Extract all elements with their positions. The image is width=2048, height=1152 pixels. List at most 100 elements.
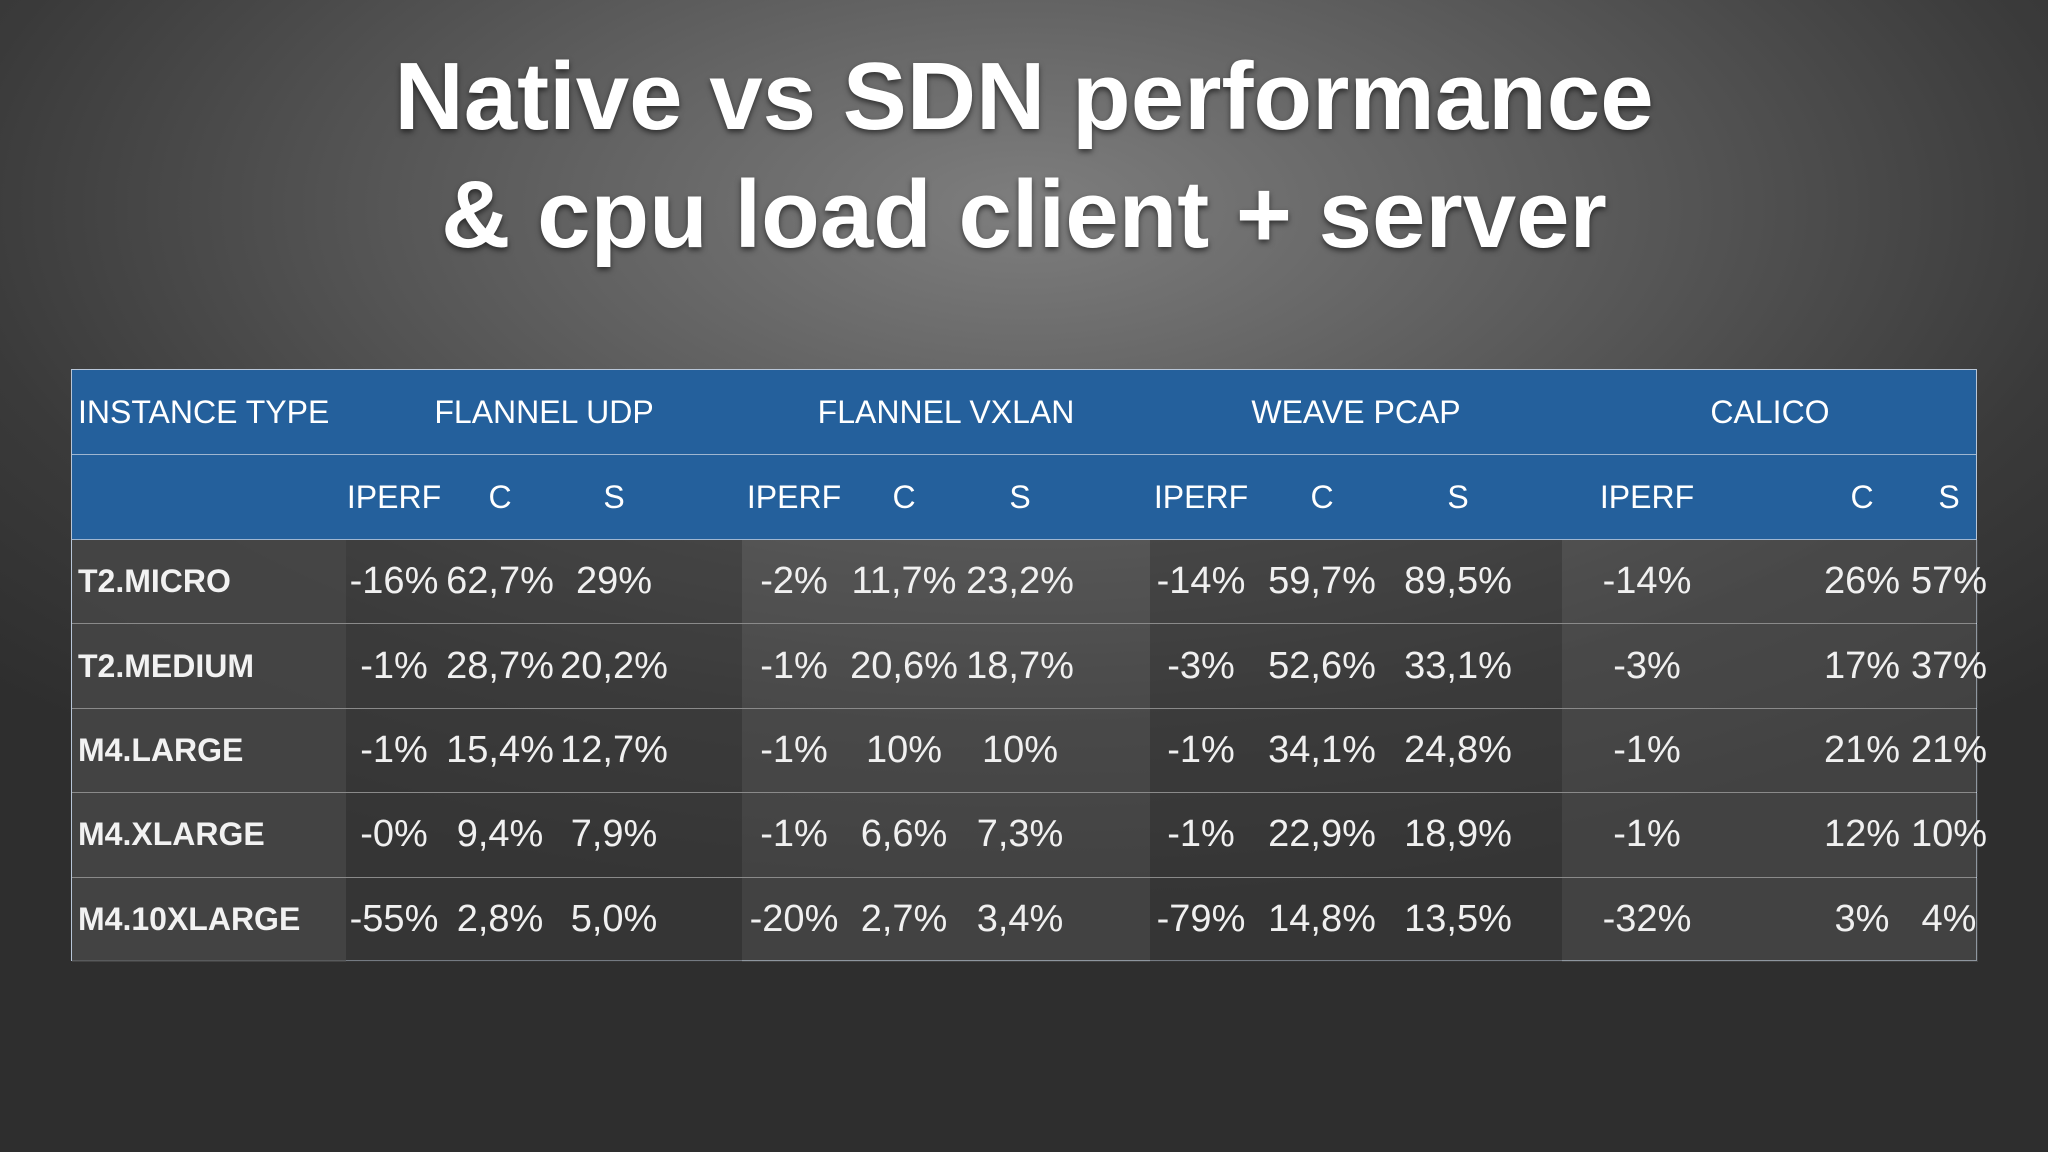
cell-flannel-udp-c: 62,7% — [446, 560, 554, 603]
cell-flannel-vxlan-iperf: -1% — [760, 644, 828, 687]
cell-flannel-udp-s: 20,2% — [560, 644, 668, 687]
cell-weave-pcap-iperf: -1% — [1167, 728, 1235, 771]
subheader-weave-pcap-s: S — [1447, 478, 1469, 515]
cell-flannel-vxlan-c: 6,6% — [860, 813, 948, 856]
group-background-weave-pcap — [1150, 624, 1562, 708]
group-header-weave-pcap: WEAVE PCAP — [1251, 393, 1461, 430]
group-background-calico — [1562, 708, 1978, 793]
group-background-weave-pcap — [1150, 540, 1562, 624]
cell-calico-c: 17% — [1823, 644, 1901, 687]
group-background-flannel-udp — [346, 708, 742, 793]
group-background-weave-pcap — [1150, 793, 1562, 877]
subheader-calico-s: S — [1938, 478, 1960, 515]
subheader-flannel-vxlan-s: S — [1009, 478, 1031, 515]
cell-flannel-vxlan-s: 7,3% — [976, 813, 1064, 856]
group-background-flannel-vxlan — [742, 540, 1150, 624]
group-background-flannel-udp — [346, 540, 742, 624]
row-label-background — [72, 624, 346, 708]
cell-calico-iperf: -1% — [1613, 813, 1681, 856]
group-header-flannel-vxlan: FLANNEL VXLAN — [817, 393, 1075, 430]
cell-flannel-vxlan-s: 10% — [981, 728, 1059, 771]
subheader-flannel-vxlan-c: C — [892, 478, 916, 515]
cell-flannel-vxlan-s: 23,2% — [966, 560, 1074, 603]
cell-flannel-udp-iperf: -16% — [349, 560, 439, 603]
group-background-calico — [1562, 793, 1978, 877]
cell-weave-pcap-s: 13,5% — [1404, 898, 1512, 941]
group-background-flannel-udp — [346, 877, 742, 962]
subheader-calico-iperf: IPERF — [1599, 478, 1695, 515]
cell-calico-c: 21% — [1823, 728, 1901, 771]
cell-flannel-udp-iperf: -55% — [349, 898, 439, 941]
cell-calico-c: 12% — [1823, 813, 1901, 856]
row-label-instance-type: M4.LARGE — [78, 731, 244, 768]
cell-flannel-vxlan-c: 10% — [865, 728, 943, 771]
cell-weave-pcap-c: 22,9% — [1268, 813, 1376, 856]
group-header-flannel-udp: FLANNEL UDP — [434, 393, 654, 430]
table-row: M4.XLARGE -0% 9,4% 7,9% -1% 6,6% 7,3% -1% 22,9% 1… — [72, 793, 1988, 878]
group-background-flannel-vxlan — [742, 624, 1150, 708]
subheader-flannel-udp-s: S — [603, 478, 625, 515]
cell-calico-s: 37% — [1910, 644, 1988, 687]
group-background-flannel-vxlan — [742, 793, 1150, 877]
cell-weave-pcap-iperf: -14% — [1156, 560, 1246, 603]
cell-flannel-udp-s: 5,0% — [570, 898, 658, 941]
row-label-instance-type: T2.MICRO — [78, 563, 231, 600]
cell-weave-pcap-s: 89,5% — [1404, 560, 1512, 603]
cell-flannel-udp-c: 15,4% — [446, 728, 554, 771]
cell-weave-pcap-s: 18,9% — [1404, 813, 1512, 856]
row-label-instance-type: T2.MEDIUM — [78, 647, 254, 684]
cell-calico-iperf: -32% — [1602, 898, 1692, 941]
subheader-flannel-vxlan-iperf: IPERF — [746, 478, 842, 515]
cell-calico-iperf: -14% — [1602, 560, 1692, 603]
group-background-calico — [1562, 540, 1978, 624]
row-label-background — [72, 540, 346, 624]
row-label-background — [72, 708, 346, 793]
subheader-weave-pcap-c: C — [1310, 478, 1334, 515]
cell-flannel-udp-iperf: -1% — [360, 644, 428, 687]
table-row: M4.LARGE -1% 15,4% 12,7% -1% 10% 10% -1% 34,1% 24… — [72, 708, 1987, 794]
cell-weave-pcap-c: 52,6% — [1268, 644, 1376, 687]
cell-weave-pcap-c: 34,1% — [1268, 728, 1376, 771]
row-label-background — [72, 877, 346, 962]
cell-flannel-udp-s: 7,9% — [570, 813, 658, 856]
cell-flannel-udp-s: 29% — [575, 560, 653, 603]
cell-calico-iperf: -1% — [1613, 728, 1681, 771]
cell-weave-pcap-s: 24,8% — [1404, 728, 1512, 771]
group-background-weave-pcap — [1150, 708, 1562, 793]
cell-flannel-udp-iperf: -0% — [360, 813, 428, 856]
cell-calico-s: 57% — [1910, 560, 1988, 603]
table-subheader-row: IPERF C S IPERF C S IPERF C S IPERF C S — [72, 455, 1976, 540]
cell-weave-pcap-c: 59,7% — [1268, 560, 1376, 603]
subheader-calico-c: C — [1850, 478, 1874, 515]
cell-calico-s: 10% — [1910, 813, 1988, 856]
cell-flannel-vxlan-s: 3,4% — [976, 898, 1064, 941]
cell-calico-s: 4% — [1921, 898, 1977, 941]
cell-calico-c: 26% — [1823, 560, 1901, 603]
cell-flannel-vxlan-iperf: -2% — [760, 560, 828, 603]
cell-flannel-vxlan-iperf: -1% — [760, 728, 828, 771]
group-header-calico: CALICO — [1710, 393, 1830, 430]
row-label-instance-type: M4.10XLARGE — [78, 901, 301, 938]
group-background-calico — [1562, 877, 1978, 962]
table-row: T2.MEDIUM -1% 28,7% 20,2% -1% 20,6% 18,7% -3% 52… — [72, 624, 1988, 709]
cell-weave-pcap-iperf: -79% — [1156, 898, 1246, 941]
cell-calico-iperf: -3% — [1613, 644, 1681, 687]
cell-flannel-udp-iperf: -1% — [360, 728, 428, 771]
subheader-flannel-udp-c: C — [488, 478, 512, 515]
cell-flannel-udp-c: 9,4% — [456, 813, 544, 856]
cell-flannel-udp-c: 2,8% — [456, 898, 544, 941]
table-group-header-row: INSTANCE TYPE FLANNEL UDP FLANNEL VXLAN … — [72, 370, 1976, 455]
row-label-instance-type: M4.XLARGE — [78, 816, 265, 853]
table-row: M4.10XLARGE -55% 2,8% 5,0% -20% 2,7% 3,4% -79% 1… — [72, 877, 1978, 962]
cell-flannel-vxlan-s: 18,7% — [966, 644, 1074, 687]
group-background-weave-pcap — [1150, 877, 1562, 962]
cell-flannel-vxlan-c: 2,7% — [860, 898, 948, 941]
group-background-flannel-udp — [346, 624, 742, 708]
group-background-calico — [1562, 624, 1978, 708]
subheader-flannel-udp-iperf: IPERF — [346, 478, 442, 515]
cell-flannel-udp-s: 12,7% — [560, 728, 668, 771]
cell-flannel-vxlan-iperf: -20% — [749, 898, 839, 941]
group-background-flannel-udp — [346, 793, 742, 877]
row-label-background — [72, 793, 346, 877]
cell-weave-pcap-iperf: -1% — [1167, 813, 1235, 856]
